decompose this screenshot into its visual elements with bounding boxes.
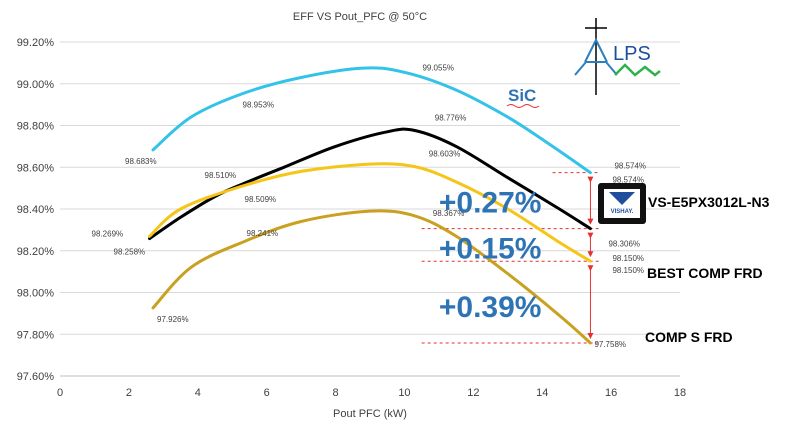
x-tick-label: 8 bbox=[332, 387, 338, 399]
delta-label: +0.27% bbox=[439, 187, 542, 220]
x-tick-label: 14 bbox=[536, 387, 548, 399]
data-label-vs-e5px3012l-n3: 98.776% bbox=[435, 114, 467, 123]
y-tick-label: 98.60% bbox=[17, 162, 55, 174]
alps-logo-text: LPS bbox=[613, 43, 651, 65]
vishay-logo-text: VISHAY. bbox=[611, 209, 634, 215]
x-tick-label: 16 bbox=[605, 387, 617, 399]
x-tick-label: 0 bbox=[57, 387, 63, 399]
data-label-vs-e5px3012l-n3: 98.509% bbox=[245, 195, 277, 204]
series-lines bbox=[148, 66, 592, 345]
y-tick-label: 97.60% bbox=[17, 371, 55, 383]
data-label-sic: 99.055% bbox=[422, 63, 454, 72]
vishay-logo: VISHAY. bbox=[598, 183, 646, 224]
y-tick-labels: 97.60% 97.80% 98.00% 98.20% 98.40% 98.60% 98.8… bbox=[17, 37, 55, 383]
data-label-sic: 98.953% bbox=[243, 101, 275, 110]
data-label-vs-e5px3012l-n3: 98.306% bbox=[608, 240, 640, 249]
data-label-comp-s-frd: 98.367% bbox=[433, 209, 465, 218]
data-labels: 98.683% 98.953% 99.055% 98.574% 98.258% 98.50… bbox=[92, 63, 646, 349]
dashed-level-lines bbox=[421, 172, 601, 344]
y-tick-label: 98.80% bbox=[17, 121, 55, 133]
data-label-comp-s-frd: 98.241% bbox=[247, 229, 279, 238]
best-comp-frd-label: BEST COMP FRD bbox=[647, 265, 763, 281]
data-label-comp-s-frd: 97.758% bbox=[594, 340, 626, 349]
data-label-comp-s-frd: 98.150% bbox=[612, 254, 644, 263]
chart-title: EFF VS Pout_PFC @ 50°C bbox=[293, 11, 427, 23]
delta-labels: +0.27% +0.15% +0.39% bbox=[439, 187, 542, 324]
data-label-best-comp-frd: 98.574% bbox=[612, 176, 644, 185]
delta-label: +0.39% bbox=[439, 291, 542, 324]
data-label-sic: 98.574% bbox=[614, 162, 646, 171]
x-tick-label: 2 bbox=[126, 387, 132, 399]
x-tick-label: 6 bbox=[264, 387, 270, 399]
sic-label-underline bbox=[506, 104, 540, 108]
x-tick-label: 12 bbox=[467, 387, 479, 399]
vishay-device-label: VS-E5PX3012L-N3 bbox=[648, 194, 770, 210]
x-tick-label: 4 bbox=[195, 387, 201, 399]
x-tick-label: 10 bbox=[398, 387, 410, 399]
series-line-sic bbox=[151, 66, 592, 175]
data-label-best-comp-frd: 98.510% bbox=[205, 171, 237, 180]
y-tick-label: 97.80% bbox=[17, 329, 55, 341]
series-line-best-comp-frd bbox=[148, 162, 592, 263]
x-axis-label: Pout PFC (kW) bbox=[333, 408, 407, 420]
data-label-comp-s-frd: 97.926% bbox=[157, 315, 189, 324]
y-tick-label: 99.00% bbox=[17, 79, 55, 91]
data-label-best-comp-frd: 98.269% bbox=[92, 229, 124, 238]
alps-logo: LPS bbox=[574, 18, 661, 95]
comp-s-frd-label: COMP S FRD bbox=[645, 329, 733, 345]
series-line-vs-e5px3012l-n3 bbox=[148, 127, 592, 241]
data-label-best-comp-frd: 98.603% bbox=[429, 150, 461, 159]
y-tick-label: 99.20% bbox=[17, 37, 55, 49]
data-label-sic: 98.683% bbox=[125, 157, 157, 166]
y-tick-label: 98.00% bbox=[17, 288, 55, 300]
data-label-vs-e5px3012l-n3: 98.258% bbox=[114, 248, 146, 257]
x-tick-labels: 0 2 4 6 8 10 12 14 16 18 bbox=[57, 387, 686, 399]
y-tick-label: 98.40% bbox=[17, 204, 55, 216]
x-tick-label: 18 bbox=[674, 387, 686, 399]
y-tick-label: 98.20% bbox=[17, 246, 55, 258]
data-label-best-comp-frd: 98.150% bbox=[612, 266, 644, 275]
series-line-comp-s-frd bbox=[151, 209, 592, 345]
gridlines bbox=[60, 41, 680, 377]
delta-label: +0.15% bbox=[439, 233, 542, 266]
sic-series-label: SiC bbox=[508, 86, 536, 105]
